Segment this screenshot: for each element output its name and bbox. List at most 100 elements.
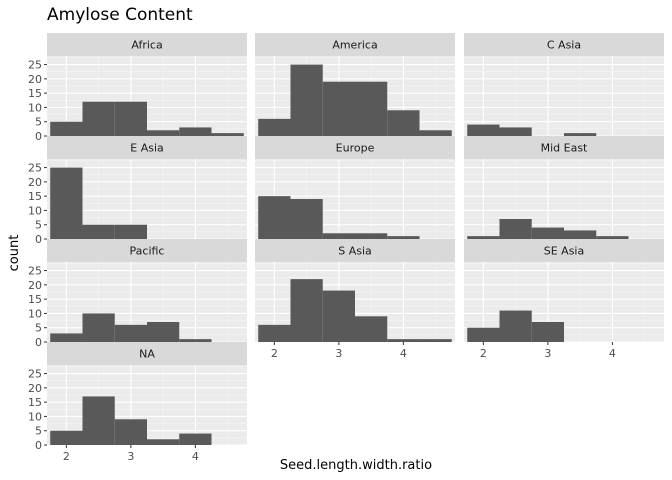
facet-label: America bbox=[332, 39, 377, 52]
histogram-bar bbox=[114, 419, 147, 445]
histogram-bar bbox=[499, 310, 532, 342]
x-tick-label: 2 bbox=[480, 347, 487, 360]
y-tick-label: 0 bbox=[35, 439, 42, 452]
x-tick-label: 4 bbox=[400, 347, 407, 360]
histogram-bar bbox=[114, 224, 147, 239]
histogram-bar bbox=[499, 127, 532, 136]
histogram-bar bbox=[258, 196, 291, 239]
histogram-bar bbox=[322, 233, 355, 239]
panel-background bbox=[464, 56, 664, 136]
facet-strip bbox=[255, 136, 455, 159]
histogram-bar bbox=[211, 133, 244, 136]
histogram-bar bbox=[419, 130, 452, 136]
histogram-bar bbox=[355, 81, 388, 136]
histogram-bar bbox=[467, 327, 500, 342]
x-tick-label: 4 bbox=[192, 450, 199, 463]
y-tick-label: 20 bbox=[28, 382, 42, 395]
facet-label: Europe bbox=[336, 142, 375, 155]
histogram-bar bbox=[355, 233, 388, 239]
histogram-bar bbox=[387, 236, 420, 239]
y-tick-label: 10 bbox=[28, 204, 42, 217]
histogram-bar bbox=[114, 101, 147, 136]
facet-se-asia: SE Asia 2 3 4 bbox=[464, 239, 664, 360]
y-tick-label: 20 bbox=[28, 73, 42, 86]
histogram-bar bbox=[82, 313, 115, 342]
y-tick-label: 25 bbox=[28, 162, 42, 175]
histogram-bar bbox=[387, 339, 420, 342]
histogram-bar bbox=[531, 322, 564, 342]
facet-america: America bbox=[255, 33, 455, 137]
histogram-bar bbox=[258, 118, 291, 136]
facet-strip bbox=[255, 239, 455, 262]
y-tick-label: 15 bbox=[28, 293, 42, 306]
y-tick-label: 25 bbox=[28, 265, 42, 278]
histogram-bar bbox=[147, 322, 180, 342]
y-tick-label: 5 bbox=[35, 219, 42, 232]
histogram-bar bbox=[564, 230, 597, 239]
facet-strip bbox=[464, 239, 664, 262]
histogram-bar bbox=[290, 64, 323, 136]
facet-label: C Asia bbox=[547, 39, 581, 52]
x-tick-label: 3 bbox=[127, 450, 134, 463]
facet-strip bbox=[47, 342, 247, 365]
y-tick-label: 5 bbox=[35, 425, 42, 438]
histogram-bar bbox=[50, 121, 83, 136]
y-tick-label: 20 bbox=[28, 176, 42, 189]
x-tick-label: 3 bbox=[544, 347, 551, 360]
histogram-bar bbox=[499, 219, 532, 239]
histogram-bar bbox=[290, 279, 323, 342]
facet-label: Africa bbox=[131, 39, 162, 52]
panel-background bbox=[464, 159, 664, 239]
histogram-bar bbox=[419, 339, 452, 342]
y-tick-label: 0 bbox=[35, 336, 42, 349]
histogram-bar bbox=[50, 430, 83, 445]
facet-c-asia: C Asia bbox=[464, 33, 664, 137]
facet-strip bbox=[47, 239, 247, 262]
histogram-bar bbox=[179, 433, 212, 445]
histogram-bar bbox=[147, 439, 180, 445]
y-tick-label: 15 bbox=[28, 396, 42, 409]
histogram-bar bbox=[147, 130, 180, 136]
y-tick-label: 5 bbox=[35, 116, 42, 129]
histogram-bar bbox=[114, 324, 147, 342]
histogram-bar bbox=[179, 339, 212, 342]
histogram-bar bbox=[322, 290, 355, 342]
facet-strip bbox=[47, 136, 247, 159]
facet-label: Pacific bbox=[130, 245, 165, 258]
y-tick-label: 25 bbox=[28, 368, 42, 381]
histogram-bar bbox=[596, 236, 629, 239]
facet-label: E Asia bbox=[130, 142, 164, 155]
histogram-bar bbox=[82, 396, 115, 445]
x-tick-label: 4 bbox=[609, 347, 616, 360]
histogram-bar bbox=[258, 324, 291, 342]
facet-label: NA bbox=[139, 348, 155, 361]
x-axis-title: Seed.length.width.ratio bbox=[280, 458, 432, 473]
y-tick-label: 5 bbox=[35, 322, 42, 335]
x-tick-label: 2 bbox=[271, 347, 278, 360]
y-axis-title: count bbox=[7, 235, 22, 272]
histogram-bar bbox=[387, 110, 420, 136]
facet-s-asia: S Asia 2 3 4 bbox=[255, 239, 455, 360]
histogram-bar bbox=[531, 227, 564, 239]
chart-title: Amylose Content bbox=[47, 5, 193, 25]
x-tick-label: 3 bbox=[335, 347, 342, 360]
x-tick-label: 2 bbox=[63, 450, 70, 463]
histogram-bar bbox=[467, 124, 500, 136]
facet-mid-east: Mid East bbox=[464, 136, 664, 240]
histogram-bar bbox=[564, 133, 597, 136]
y-tick-label: 0 bbox=[35, 130, 42, 143]
histogram-bar bbox=[322, 81, 355, 136]
y-tick-label: 15 bbox=[28, 190, 42, 203]
facet-label: Mid East bbox=[541, 142, 588, 155]
y-tick-label: 10 bbox=[28, 101, 42, 114]
y-tick-label: 20 bbox=[28, 279, 42, 292]
y-tick-label: 0 bbox=[35, 233, 42, 246]
y-tick-label: 10 bbox=[28, 307, 42, 320]
histogram-bar bbox=[50, 333, 83, 342]
